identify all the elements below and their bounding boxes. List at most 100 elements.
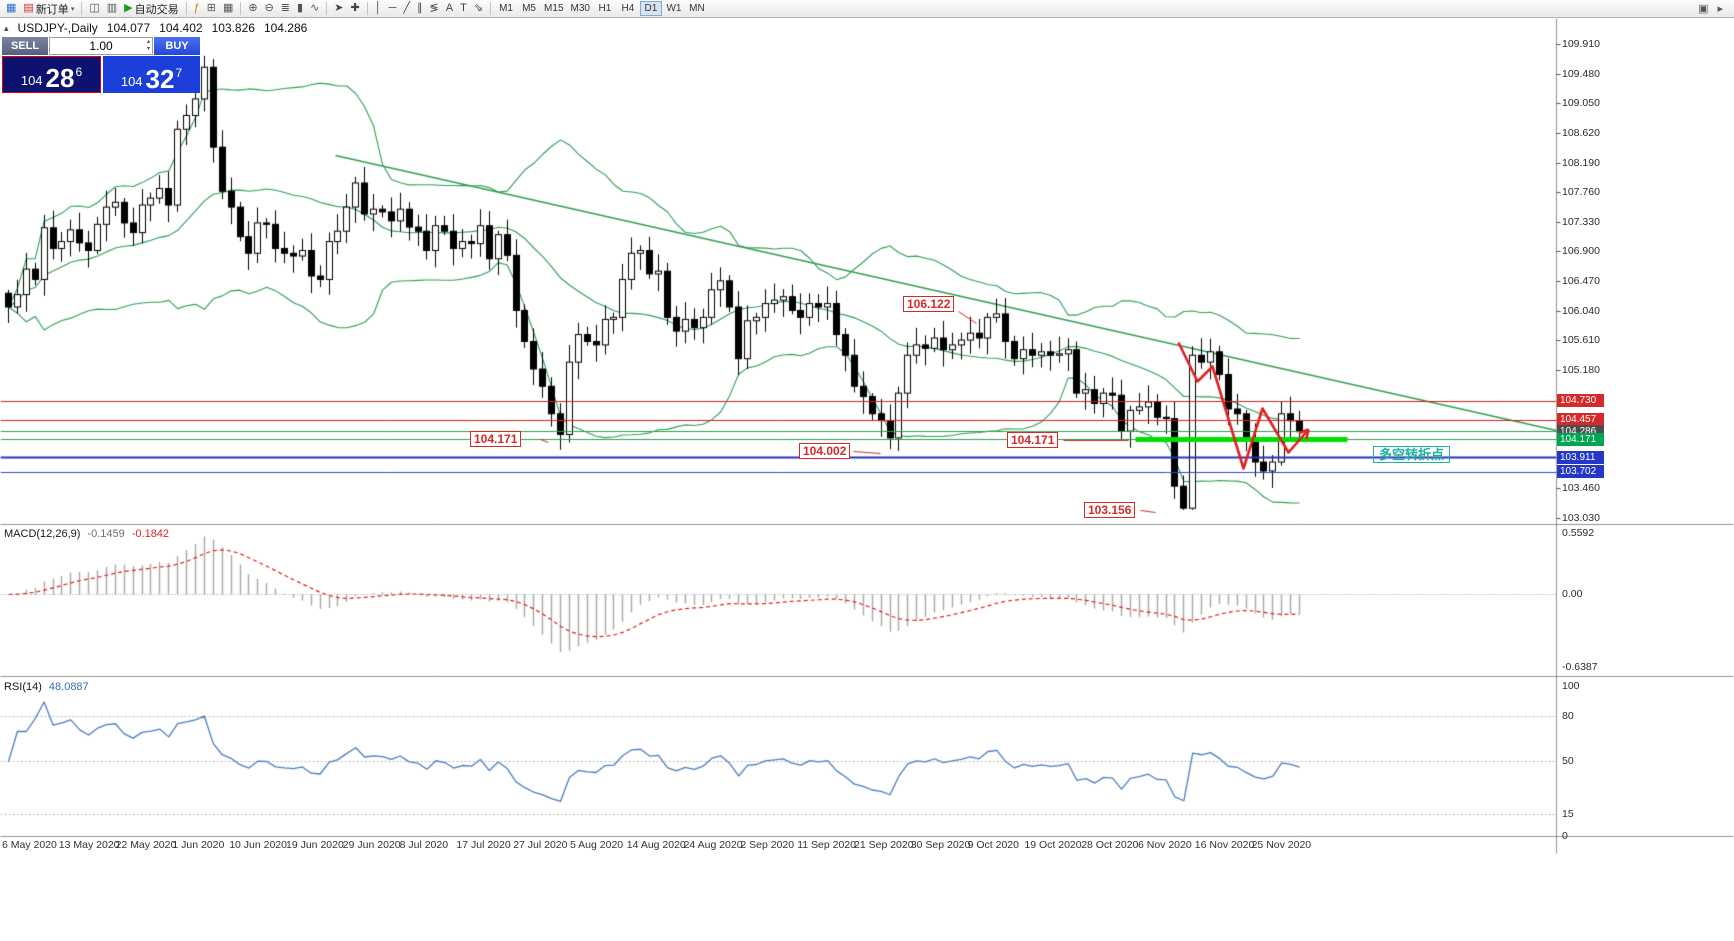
autotrading-icon: ▶	[124, 2, 133, 14]
templates-icon: ⊞	[206, 2, 216, 14]
timeframe-m30-button[interactable]: M30	[570, 3, 590, 14]
bar-chart-button[interactable]: ≣	[278, 1, 293, 17]
arrows-button[interactable]: ⇘	[471, 1, 486, 17]
chart-title: ▴ USDJPY-,Daily 104.077 104.402 103.826 …	[4, 21, 307, 35]
toolbar-separator	[490, 2, 492, 15]
cursor-button[interactable]: ➤	[331, 1, 346, 17]
zoom-out-button[interactable]: ⊖	[262, 1, 277, 17]
sell-price-big-figure: 104	[20, 73, 43, 89]
buy-price-big-figure: 104	[120, 74, 143, 90]
horizontal-line-button[interactable]: ─	[386, 1, 400, 17]
macd-main-value: -0.1459	[87, 528, 125, 540]
charts-button[interactable]: ◫	[86, 1, 102, 17]
zoom-in-button[interactable]: ⊕	[245, 1, 260, 17]
toolbar-separator	[240, 2, 242, 15]
sell-button[interactable]: SELL	[2, 37, 48, 55]
crosshair-icon: ✚	[350, 2, 360, 14]
new-order-icon: ▤	[23, 2, 34, 14]
equidistant-channel-icon: ∥	[417, 2, 423, 14]
rsi-header: RSI(14) 48.0887	[4, 681, 89, 693]
toolbar-separator	[366, 2, 368, 15]
trendline-button[interactable]: ╱	[400, 1, 413, 17]
arrows-icon: ⇘	[473, 2, 484, 14]
chart-window-button[interactable]: ▦	[3, 1, 19, 17]
cursor-icon: ➤	[334, 2, 344, 14]
timeframe-h1-button[interactable]: H1	[598, 3, 612, 14]
sell-price-button[interactable]: 104 28 6	[2, 56, 101, 93]
trendline-icon: ╱	[403, 2, 411, 14]
text-label-icon: T	[460, 2, 467, 14]
vertical-line-icon: │	[374, 2, 382, 14]
macd-header: MACD(12,26,9) -0.1459 -0.1842	[4, 528, 169, 540]
text-label-button[interactable]: T	[457, 1, 470, 17]
equidistant-channel-button[interactable]: ∥	[414, 1, 426, 17]
buy-price-button[interactable]: 104 32 7	[103, 56, 200, 93]
spinner-down-icon[interactable]: ▾	[146, 46, 150, 52]
timeframe-m15-button[interactable]: M15	[544, 3, 564, 14]
fibonacci-button[interactable]: ≶	[427, 1, 442, 17]
volume-value: 1.00	[89, 39, 113, 53]
chart-high-value: 104.402	[159, 21, 203, 35]
spinner-up-icon[interactable]: ▴	[146, 39, 150, 45]
zoom-out-icon: ⊖	[264, 2, 274, 14]
one-click-trading-panel: SELL 1.00 ▴ ▾ BUY 104 28 6 104 32 7	[2, 37, 200, 93]
candlestick-chart-button[interactable]: ▮	[294, 1, 306, 17]
volume-spinner: ▴ ▾	[147, 39, 150, 53]
text-icon: A	[445, 2, 454, 14]
zoom-in-icon: ⊕	[248, 2, 258, 14]
charts-icon: ◫	[89, 2, 100, 14]
chart-symbol-period: USDJPY-,Daily	[17, 21, 98, 35]
new-order-button[interactable]: ▤ 新订单 ▾	[20, 1, 77, 17]
buy-price-point: 7	[175, 66, 183, 80]
autotrading-button[interactable]: ▶ 自动交易	[121, 1, 181, 17]
new-order-button-label: 新订单	[35, 3, 69, 16]
candlestick-chart-icon: ▮	[297, 2, 304, 14]
market-watch-button[interactable]: ▥	[104, 1, 120, 17]
volume-input[interactable]: 1.00 ▴ ▾	[49, 37, 153, 55]
dropdown-caret-icon: ▾	[70, 5, 75, 13]
timeframe-h4-button[interactable]: H4	[621, 3, 635, 14]
indicators-icon: ƒ	[193, 2, 200, 14]
toolbar: ▦ ▤ 新订单 ▾ ◫ ▥ ▶ 自动交易 ƒ ⊞ ▦ ⊕ ⊖ ≣ ▮ ∿ ➤ ✚ │ ─ ╱ ∥ ≶ A T ⇘ M1 M5 M15 M3…	[0, 0, 1734, 18]
vertical-line-button[interactable]: │	[372, 1, 385, 17]
toolbar-separator	[185, 2, 187, 15]
toolbar-separator	[326, 2, 328, 15]
text-button[interactable]: A	[443, 1, 456, 17]
auto-scroll-button[interactable]: ▸	[1717, 3, 1723, 15]
autotrading-button-label: 自动交易	[134, 3, 179, 16]
toolbar-right-group: ▣ ▸	[1695, 1, 1731, 17]
timeframe-m5-button[interactable]: M5	[522, 3, 536, 14]
horizontal-line-icon: ─	[388, 2, 397, 14]
rsi-label: RSI(14)	[4, 681, 42, 693]
chart-low-value: 103.826	[211, 21, 255, 35]
chart-window-icon: ▦	[6, 2, 17, 14]
timeframe-mn-button[interactable]: MN	[689, 3, 705, 14]
crosshair-button[interactable]: ✚	[348, 1, 363, 17]
timeframe-d1-button[interactable]: D1	[639, 1, 662, 16]
buy-button[interactable]: BUY	[154, 37, 200, 55]
macd-signal-value: -0.1842	[131, 528, 170, 540]
toolbar-separator	[81, 2, 83, 15]
buy-price-pips: 32	[145, 63, 175, 94]
fibonacci-icon: ≶	[429, 2, 439, 14]
rsi-value: 48.0887	[48, 681, 89, 693]
market-watch-icon: ▥	[106, 2, 118, 14]
line-chart-icon: ∿	[310, 2, 320, 14]
sell-price-pips: 28	[45, 62, 75, 93]
tile-windows-icon: ▦	[222, 2, 234, 14]
one-click-collapse-icon[interactable]: ▴	[4, 22, 9, 33]
chart-open-value: 104.077	[106, 21, 151, 35]
chart-close-value: 104.286	[263, 21, 308, 35]
macd-label: MACD(12,26,9)	[4, 528, 81, 540]
chart-shift-button[interactable]: ▣	[1698, 3, 1709, 15]
line-chart-button[interactable]: ∿	[307, 1, 322, 17]
bar-chart-icon: ≣	[280, 2, 291, 14]
timeframe-m1-button[interactable]: M1	[499, 3, 513, 14]
timeframe-w1-button[interactable]: W1	[666, 3, 682, 14]
tile-windows-button[interactable]: ▦	[220, 1, 236, 17]
sell-price-point: 6	[75, 65, 83, 79]
templates-button[interactable]: ⊞	[204, 1, 219, 17]
indicators-button[interactable]: ƒ	[191, 1, 203, 17]
